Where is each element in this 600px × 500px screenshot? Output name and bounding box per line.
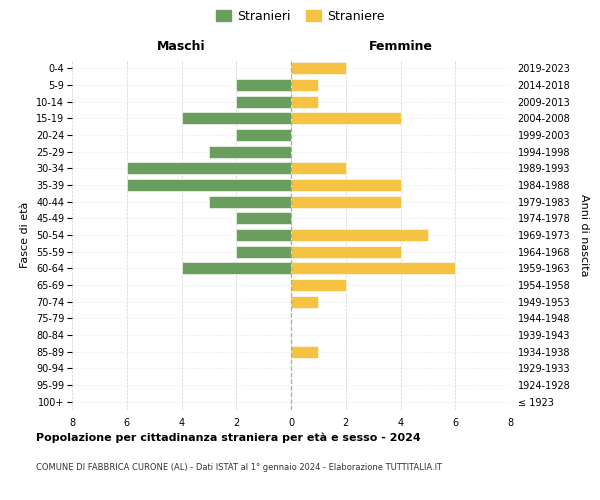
Bar bbox=[291, 296, 319, 308]
Bar bbox=[236, 79, 291, 91]
Bar bbox=[291, 79, 319, 91]
Text: COMUNE DI FABBRICA CURONE (AL) - Dati ISTAT al 1° gennaio 2024 - Elaborazione TU: COMUNE DI FABBRICA CURONE (AL) - Dati IS… bbox=[36, 462, 442, 471]
Bar bbox=[291, 112, 401, 124]
Bar bbox=[291, 346, 319, 358]
Bar bbox=[291, 279, 346, 291]
Legend: Stranieri, Straniere: Stranieri, Straniere bbox=[212, 6, 388, 26]
Bar bbox=[236, 96, 291, 108]
Bar bbox=[291, 246, 401, 258]
Bar bbox=[291, 96, 319, 108]
Bar bbox=[291, 162, 346, 174]
Bar bbox=[291, 262, 455, 274]
Bar bbox=[209, 196, 291, 207]
Text: Maschi: Maschi bbox=[157, 40, 206, 52]
Text: Femmine: Femmine bbox=[368, 40, 433, 52]
Bar bbox=[182, 112, 291, 124]
Bar bbox=[291, 179, 401, 191]
Bar bbox=[209, 146, 291, 158]
Bar bbox=[236, 129, 291, 141]
Y-axis label: Fasce di età: Fasce di età bbox=[20, 202, 31, 268]
Bar bbox=[291, 196, 401, 207]
Bar bbox=[291, 229, 428, 241]
Y-axis label: Anni di nascita: Anni di nascita bbox=[579, 194, 589, 276]
Bar bbox=[236, 229, 291, 241]
Bar bbox=[236, 212, 291, 224]
Bar bbox=[236, 246, 291, 258]
Bar bbox=[127, 162, 291, 174]
Bar bbox=[182, 262, 291, 274]
Bar bbox=[291, 62, 346, 74]
Text: Popolazione per cittadinanza straniera per età e sesso - 2024: Popolazione per cittadinanza straniera p… bbox=[36, 432, 421, 443]
Bar bbox=[127, 179, 291, 191]
